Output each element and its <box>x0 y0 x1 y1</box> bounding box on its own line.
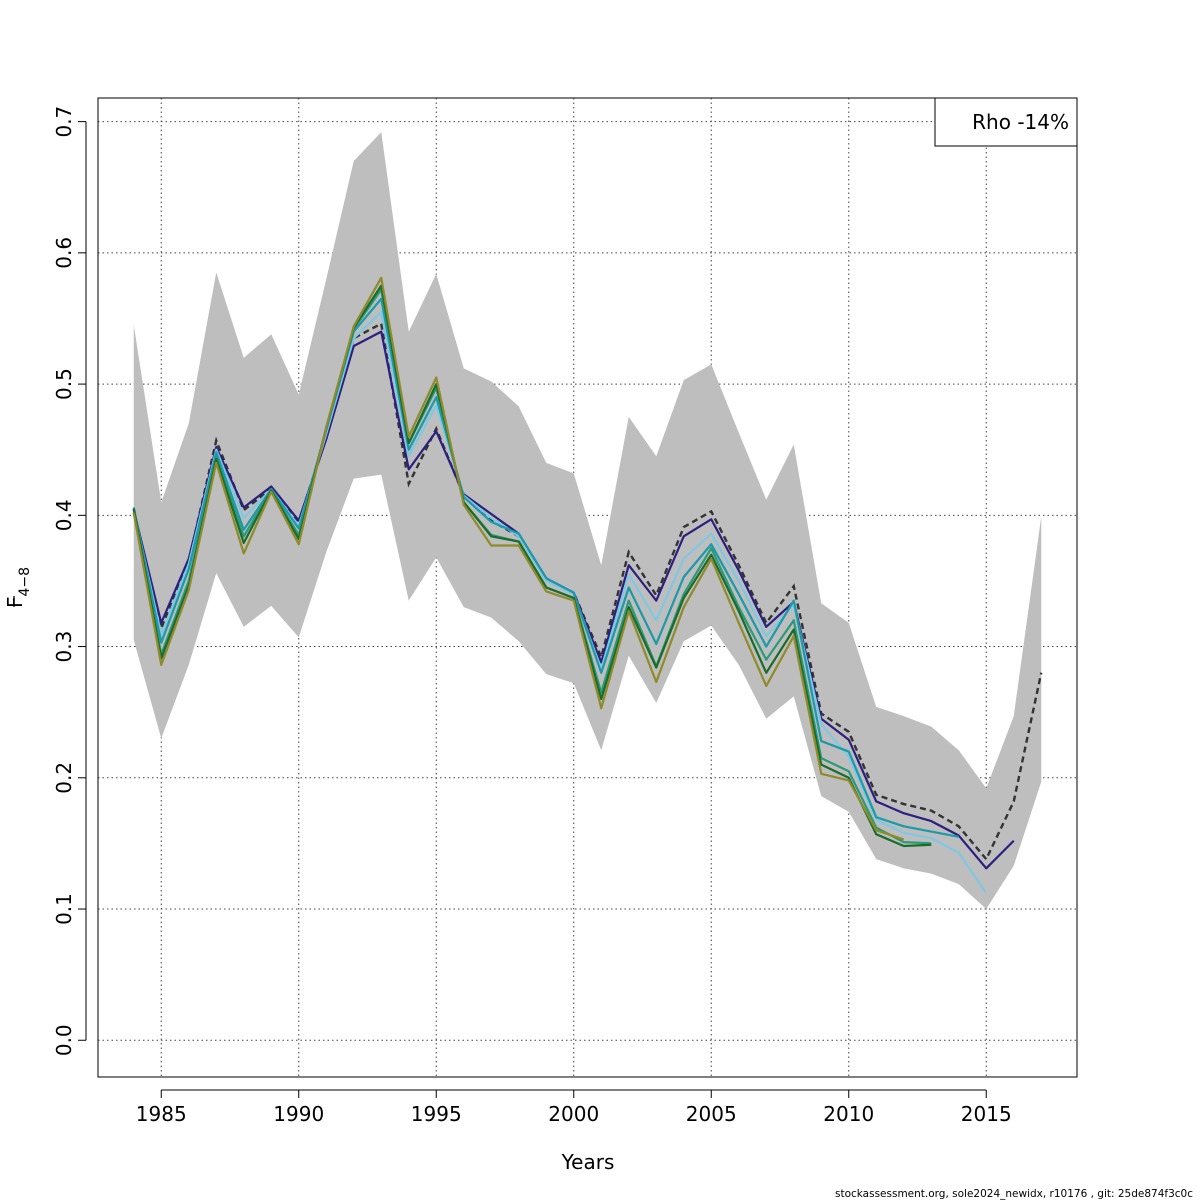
series-line-2014 <box>132 297 959 838</box>
y-tick-label-0.2: 0.2 <box>52 762 76 794</box>
axes-layer: 1985 1990 1995 2000 2005 2010 2015 0.0 0.1 0.2 0.3… <box>52 106 1012 1126</box>
confidence-band-layer <box>133 132 1042 910</box>
legend-frame <box>934 97 1078 147</box>
x-tick-label-1995: 1995 <box>411 1102 462 1126</box>
y-axis-title: F4−8 <box>3 567 33 608</box>
series-line-2012 <box>132 284 932 848</box>
series-lines-layer <box>132 276 1043 894</box>
legend-text: Rho -14% <box>972 110 1069 134</box>
x-tick-label-2005: 2005 <box>686 1102 737 1126</box>
x-tick-label-1990: 1990 <box>273 1102 324 1126</box>
y-tick-label-0.4: 0.4 <box>52 499 76 531</box>
series-line-2011 <box>132 276 905 841</box>
confidence-band <box>133 132 1042 910</box>
svg-text:F4−8: F4−8 <box>3 567 33 608</box>
x-axis-title: Years <box>561 1150 615 1174</box>
x-tick-label-2000: 2000 <box>548 1102 599 1126</box>
footer-note: stockassessment.org, sole2024_newidx, r1… <box>835 1188 1193 1200</box>
y-tick-label-0.0: 0.0 <box>52 1024 76 1056</box>
y-axis-title-main: F <box>3 596 27 608</box>
y-tick-label-0.1: 0.1 <box>52 893 76 925</box>
y-tick-label-0.3: 0.3 <box>52 631 76 663</box>
y-tick-label-0.5: 0.5 <box>52 368 76 400</box>
x-tick-label-2015: 2015 <box>961 1102 1012 1126</box>
plot-frame <box>97 97 1078 1078</box>
y-axis-title-subscript: 4−8 <box>17 567 33 597</box>
legend-box: Rho -14% <box>934 97 1078 147</box>
x-tick-label-2010: 2010 <box>823 1102 874 1126</box>
y-tick-label-0.7: 0.7 <box>52 106 76 138</box>
y-tick-label-0.6: 0.6 <box>52 237 76 269</box>
x-tick-label-1985: 1985 <box>136 1102 187 1126</box>
